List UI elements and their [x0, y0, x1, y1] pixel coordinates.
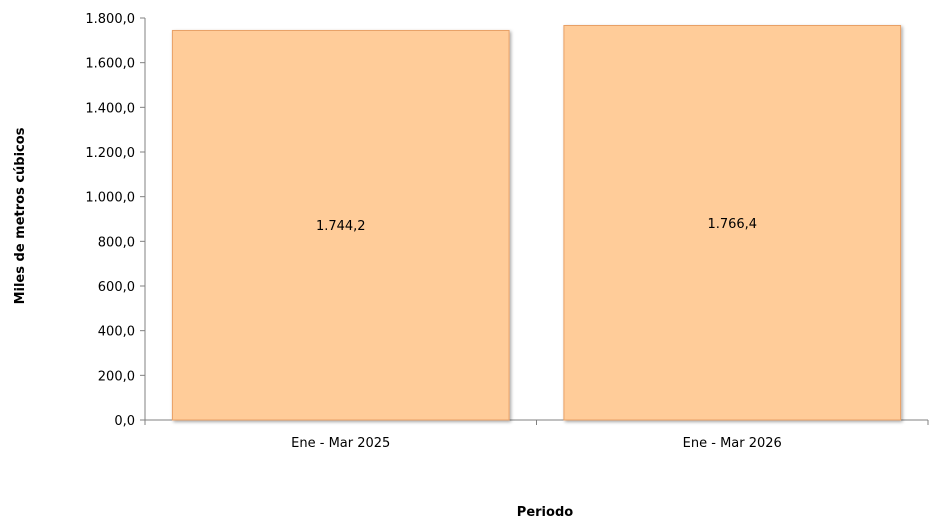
x-tick-label: Ene - Mar 2026	[683, 436, 782, 451]
y-tick-label: 400,0	[98, 325, 135, 340]
x-tick-label: Ene - Mar 2025	[291, 436, 390, 451]
y-tick-label: 1.600,0	[85, 57, 135, 72]
bars	[171, 25, 902, 421]
y-tick-label: 1.800,0	[85, 12, 135, 27]
data-label-2: 1.766,4	[707, 217, 757, 232]
y-tick-label: 1.400,0	[85, 101, 135, 116]
y-tick-label: 800,0	[98, 235, 135, 250]
data-labels: 1.744,2 1.766,4	[316, 217, 757, 234]
y-tick-label: 0,0	[114, 414, 135, 429]
y-axis-title: Miles de metros cúbicos	[13, 127, 28, 304]
y-axis: 0,0 200,0 400,0 600,0 800,0 1.000,0 1.200,0 1.4…	[85, 12, 146, 429]
bar-1	[171, 29, 510, 421]
data-label-1: 1.744,2	[316, 219, 366, 234]
y-tick-label: 200,0	[98, 369, 135, 384]
x-axis: Ene - Mar 2025 Ene - Mar 2026	[144, 419, 929, 451]
x-axis-title: Periodo	[517, 505, 573, 520]
y-tick-label: 600,0	[98, 280, 135, 295]
bar-2	[563, 25, 902, 421]
y-tick-label: 1.000,0	[85, 191, 135, 206]
y-tick-label: 1.200,0	[85, 146, 135, 161]
